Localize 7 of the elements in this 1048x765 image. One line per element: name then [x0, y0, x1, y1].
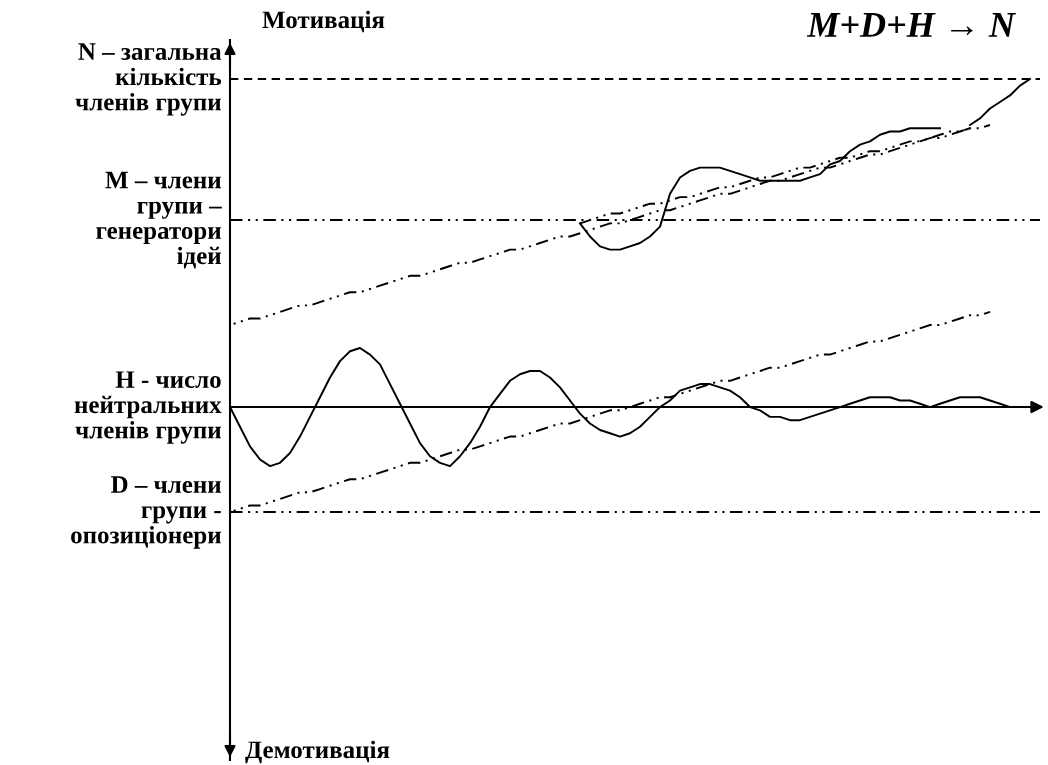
text: Мотивація — [262, 10, 385, 33]
ref-line-label: N – загальна кількість членів групи — [75, 43, 222, 116]
ref-line-label: M – члени групи – генератори ідей — [96, 171, 222, 269]
chart-title: M+D+H → N — [806, 13, 1017, 37]
text: Демотивація — [245, 740, 390, 764]
ref-line-label: D – члени групи - опозиціонери — [71, 476, 221, 549]
ref-line-label: H - число нейтральних членів групи — [74, 371, 222, 444]
